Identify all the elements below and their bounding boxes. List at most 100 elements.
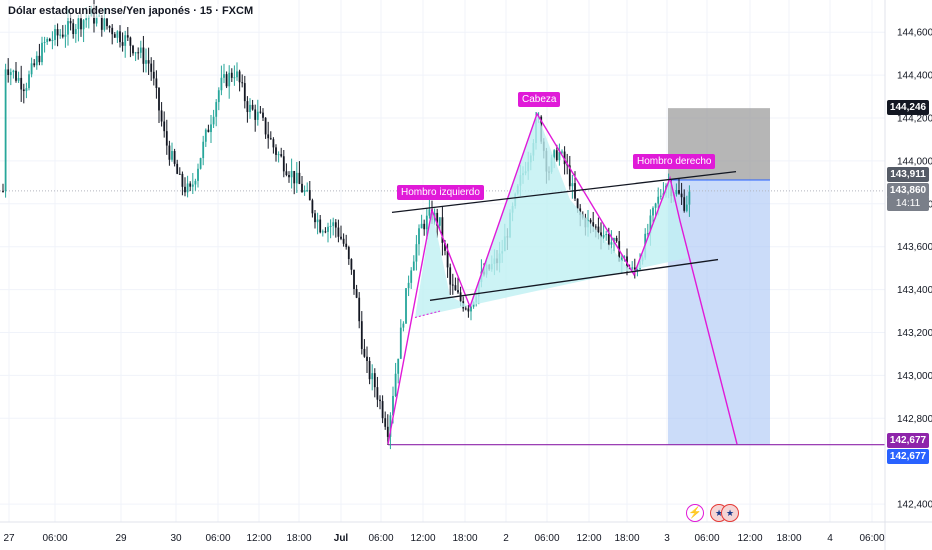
candle-body <box>30 63 33 75</box>
candle-body <box>228 72 231 87</box>
trade-zones <box>0 108 885 446</box>
candle-body <box>134 52 137 54</box>
x-tick-label: 18:00 <box>776 533 801 544</box>
candle-body <box>342 238 345 244</box>
candle-body <box>685 204 688 211</box>
candle-body <box>688 191 691 205</box>
candle-body <box>308 190 311 201</box>
x-tick-label: 06:00 <box>859 533 884 544</box>
candle-body <box>199 158 202 169</box>
candle-body <box>615 238 618 242</box>
candle-body <box>61 34 64 37</box>
y-axis[interactable]: 144,600144,400144,200144,000143,800143,6… <box>884 0 932 550</box>
candle-body <box>152 71 155 79</box>
candle-body <box>654 203 657 208</box>
candle-body <box>173 151 176 164</box>
candle-body <box>262 112 264 118</box>
x-tick-label: 29 <box>115 533 127 544</box>
candle-body <box>470 306 472 312</box>
candle-body <box>272 139 275 148</box>
candle-body <box>204 129 207 142</box>
candle-body <box>2 190 4 192</box>
candle-body <box>623 256 626 258</box>
candle-body <box>446 250 449 268</box>
candle-body <box>35 55 38 66</box>
candle-body <box>366 356 368 361</box>
lightning-icon[interactable]: ⚡ <box>686 504 704 522</box>
x-tick-label: 18:00 <box>614 533 639 544</box>
candle-body <box>280 154 283 157</box>
candle-body <box>594 226 597 228</box>
candle-body <box>415 244 418 262</box>
candle-body <box>95 16 98 24</box>
candle-body <box>139 47 142 53</box>
candle-body <box>119 31 121 43</box>
candle-body <box>207 129 210 133</box>
candle-body <box>171 151 173 160</box>
candle-body <box>121 42 124 46</box>
candle-body <box>288 174 290 178</box>
candle-body <box>649 215 652 234</box>
candle-body <box>563 151 566 165</box>
candle-body <box>215 102 218 117</box>
x-tick-label: 3 <box>664 533 670 544</box>
candle-body <box>358 297 361 322</box>
candle-body <box>306 190 309 192</box>
candle-body <box>314 213 316 223</box>
candle-body <box>22 89 25 92</box>
candle-body <box>33 63 36 66</box>
candle-body <box>238 71 241 83</box>
candle-body <box>80 18 82 30</box>
candle-body <box>340 236 342 239</box>
candle-body <box>220 77 223 91</box>
candle-body <box>9 72 12 76</box>
candle-body <box>329 225 332 227</box>
x-axis[interactable]: 27 06:00 29 30 06:00 12:00 18:00 Jul 06:00 12:00 1… <box>0 521 932 544</box>
candle-body <box>54 29 56 40</box>
candle-body <box>210 124 212 133</box>
candle-body <box>449 267 452 285</box>
candle-body <box>212 116 215 125</box>
x-tick-label: 12:00 <box>737 533 762 544</box>
candle-body <box>451 284 454 286</box>
candle-body <box>605 234 608 236</box>
candle-body <box>197 168 199 181</box>
candle-body <box>202 141 205 159</box>
candle-body <box>178 173 181 175</box>
candle-body <box>381 401 384 419</box>
candle-body <box>561 151 563 153</box>
target-price-label: 142,677 <box>887 433 929 448</box>
candle-body <box>360 321 363 349</box>
candle-body <box>659 195 662 197</box>
x-tick-label: 27 <box>3 533 15 544</box>
candle-body <box>69 21 72 24</box>
candle-body <box>301 183 303 193</box>
candle-body <box>246 101 249 113</box>
candle-body <box>17 77 20 81</box>
candle-body <box>345 243 348 248</box>
candle-body <box>12 70 15 73</box>
candle-body <box>371 373 374 380</box>
candle-body <box>600 232 602 238</box>
candle-body <box>191 184 194 187</box>
candle-body <box>56 29 59 36</box>
pattern-zigzag <box>387 112 738 445</box>
candle-body <box>394 373 397 396</box>
candle-body <box>347 247 350 260</box>
candle-body <box>425 215 428 230</box>
candle-body <box>373 373 376 388</box>
candle-body <box>324 231 327 233</box>
x-tick-label: 06:00 <box>694 533 719 544</box>
candle-body <box>355 289 358 298</box>
x-tick-label: 12:00 <box>576 533 601 544</box>
candle-body <box>657 196 660 204</box>
candle-body <box>254 109 257 120</box>
us-flag-event-icon-2[interactable]: ★ <box>721 504 739 522</box>
candle-body <box>165 131 168 146</box>
candle-body <box>303 190 306 193</box>
candle-body <box>59 34 62 36</box>
candle-body <box>251 104 254 110</box>
right-shoulder-label: Hombro derecho <box>633 154 716 169</box>
candle-body <box>436 212 439 226</box>
